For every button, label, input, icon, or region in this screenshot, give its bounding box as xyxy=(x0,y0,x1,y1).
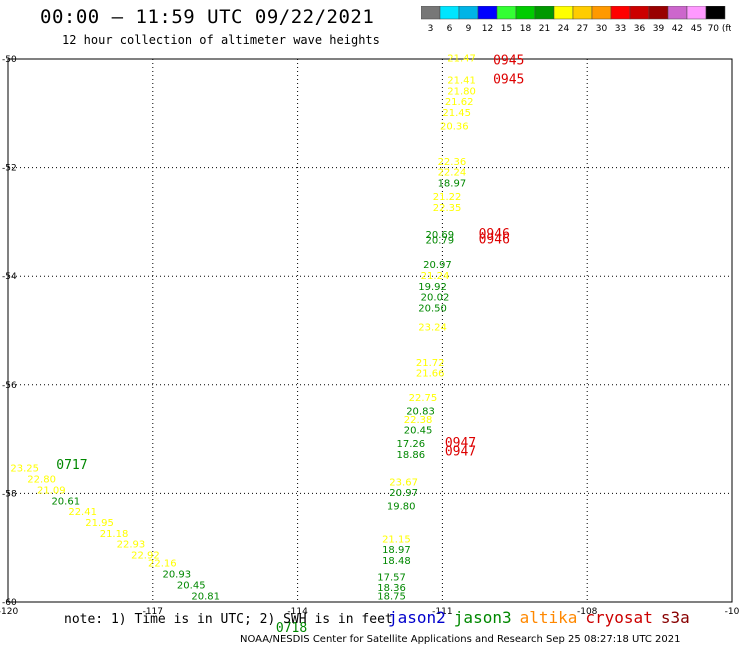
wave-height-label: 22.41 xyxy=(68,507,97,518)
wave-height-label: 23.67 xyxy=(389,477,418,488)
page-subtitle: 12 hour collection of altimeter wave hei… xyxy=(62,33,380,47)
legend-altika: altika xyxy=(519,608,578,627)
y-tick-label: -54 xyxy=(2,272,17,282)
wave-height-label: 20.61 xyxy=(51,496,80,507)
wave-height-label: 20.97 xyxy=(389,488,418,499)
wave-height-label: 17.26 xyxy=(397,439,426,450)
page-title: 00:00 – 11:59 UTC 09/22/2021 xyxy=(40,6,375,28)
scale-label: 3 xyxy=(428,24,434,34)
scale-label: 70 (ft) xyxy=(708,24,731,34)
scale-swatch xyxy=(705,6,726,20)
wave-height-label: 22.93 xyxy=(117,540,146,551)
wave-height-label: 21.18 xyxy=(100,529,129,540)
map-frame xyxy=(7,58,733,603)
pass-time-label: 0945 xyxy=(493,53,524,68)
wave-height-label: 21.45 xyxy=(442,108,471,119)
wave-height-label: 22.75 xyxy=(409,393,438,404)
wave-height-label: 20.02 xyxy=(421,293,450,304)
pass-time-label: 0946 xyxy=(479,227,510,242)
wave-height-label: 20.45 xyxy=(177,580,206,591)
pass-time-label: 0718 xyxy=(276,621,307,636)
wave-height-label: 21.95 xyxy=(85,518,114,529)
footer-note: note: 1) Time is in UTC; 2) SWH is in fe… xyxy=(64,612,393,627)
scale-label: 45 xyxy=(691,24,702,34)
scale-label: 15 xyxy=(501,24,512,34)
scale-label: 30 xyxy=(596,24,608,34)
wave-height-label: 20.93 xyxy=(162,570,191,581)
wave-height-label: 17.57 xyxy=(377,572,406,583)
wave-height-label: 22.16 xyxy=(148,559,177,570)
wave-height-label: 18.75 xyxy=(377,591,406,602)
x-tick-label: -108 xyxy=(577,607,598,617)
x-tick-label: -10 xyxy=(725,607,740,617)
wave-height-label: 22.35 xyxy=(433,203,462,214)
scale-label: 33 xyxy=(615,24,626,34)
scale-label: 24 xyxy=(558,24,570,34)
wave-height-label: 21.80 xyxy=(447,86,476,97)
x-tick-label: -120 xyxy=(0,607,18,617)
wave-height-label: 21.47 xyxy=(447,54,476,65)
wave-height-label: 20.83 xyxy=(406,407,435,418)
wave-height-label: 18.86 xyxy=(397,450,426,461)
wave-height-label: 20.69 xyxy=(426,230,455,241)
y-tick-label: -52 xyxy=(2,164,17,174)
pass-time-label: 0947 xyxy=(445,436,476,451)
x-tick-label: -117 xyxy=(143,607,163,617)
wave-height-label: 21.62 xyxy=(445,97,474,108)
wave-height-label: 22.24 xyxy=(438,168,467,179)
pass-time-label: 0947 xyxy=(445,444,476,459)
wave-height-label: 18.97 xyxy=(382,545,411,556)
pass-time-label: 0945 xyxy=(493,72,524,87)
wave-height-label: 21.22 xyxy=(433,192,462,203)
scale-label: 27 xyxy=(577,24,588,34)
legend-jason3: jason3 xyxy=(453,608,512,627)
legend-s3a: s3a xyxy=(660,608,690,627)
scale-label: 12 xyxy=(482,24,493,34)
wave-height-label: 21.09 xyxy=(37,485,66,496)
y-tick-label: -56 xyxy=(2,381,17,391)
scale-label: 21 xyxy=(539,24,550,34)
wave-height-label: 22.80 xyxy=(27,475,56,486)
scale-label: 36 xyxy=(634,24,646,34)
pass-time-label: 0717 xyxy=(56,458,87,473)
wave-height-label: 21.72 xyxy=(416,358,445,369)
scale-label: 39 xyxy=(653,24,665,34)
wave-height-label: 20.97 xyxy=(423,260,452,271)
y-tick-label: -60 xyxy=(2,598,17,608)
legend-jason2: jason2 xyxy=(388,608,446,627)
y-tick-label: -50 xyxy=(2,55,17,65)
scale-label: 42 xyxy=(672,24,683,34)
y-tick-label: -58 xyxy=(2,489,17,499)
wave-height-label: 20.45 xyxy=(404,426,433,437)
wave-height-label: 20.36 xyxy=(440,122,469,133)
wave-height-label: 22.38 xyxy=(404,415,433,426)
wave-height-label: 20.81 xyxy=(191,591,220,602)
wave-height-label: 22.36 xyxy=(438,157,467,168)
wave-height-label: 21.41 xyxy=(447,75,476,86)
wave-height-label: 23.24 xyxy=(418,323,447,334)
wave-height-label: 22.92 xyxy=(131,551,160,562)
legend-cryosat: cryosat xyxy=(585,608,653,627)
satellite-legend: jason2 jason3 altika cryosat s3a xyxy=(388,608,698,627)
wave-height-label: 18.36 xyxy=(377,583,406,594)
wave-height-label: 18.48 xyxy=(382,556,411,567)
wave-height-label: 21.15 xyxy=(382,534,411,545)
wave-height-label: 20.79 xyxy=(426,236,455,247)
wave-height-label: 19.80 xyxy=(387,502,416,513)
footer-credit: NOAA/NESDIS Center for Satellite Applica… xyxy=(240,634,681,645)
scale-label: 9 xyxy=(466,24,472,34)
wave-height-label: 20.50 xyxy=(418,303,447,314)
scale-label: 18 xyxy=(520,24,532,34)
x-tick-label: -111 xyxy=(432,607,452,617)
wave-height-label: 21.24 xyxy=(421,271,450,282)
wave-height-label: 23.25 xyxy=(10,464,39,475)
wave-height-label: 21.66 xyxy=(416,369,445,380)
pass-time-label: 0946 xyxy=(479,233,510,248)
wave-height-label: 19.92 xyxy=(418,282,447,293)
wave-height-label: 18.97 xyxy=(438,179,467,190)
scale-label: 6 xyxy=(447,24,453,34)
x-tick-label: -114 xyxy=(287,607,308,617)
